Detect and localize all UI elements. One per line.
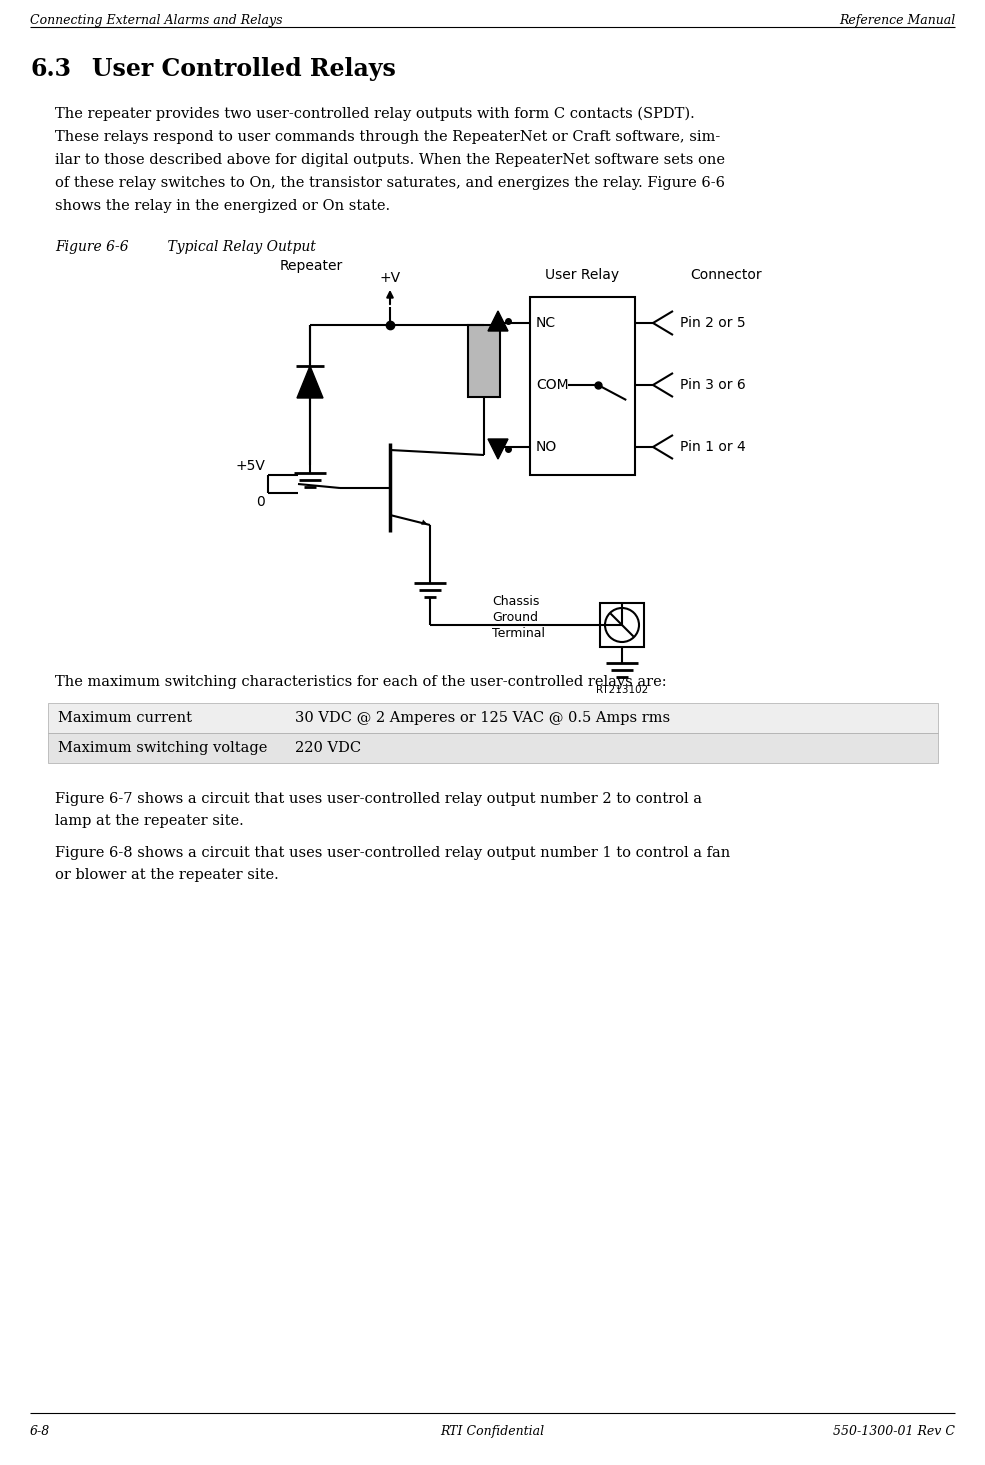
Text: Maximum switching voltage: Maximum switching voltage bbox=[58, 741, 267, 754]
Text: NO: NO bbox=[536, 440, 558, 454]
Text: NC: NC bbox=[536, 316, 557, 330]
Text: shows the relay in the energized or On state.: shows the relay in the energized or On s… bbox=[55, 199, 390, 212]
Text: Pin 3 or 6: Pin 3 or 6 bbox=[680, 378, 746, 393]
Text: These relays respond to user commands through the RepeaterNet or Craft software,: These relays respond to user commands th… bbox=[55, 130, 720, 144]
Text: Maximum current: Maximum current bbox=[58, 711, 192, 725]
Text: COM: COM bbox=[536, 378, 568, 393]
Bar bbox=[468, 325, 500, 397]
Text: RT213102: RT213102 bbox=[596, 686, 648, 694]
Text: Figure 6-7 shows a circuit that uses user-controlled relay output number 2 to co: Figure 6-7 shows a circuit that uses use… bbox=[55, 793, 702, 806]
Text: Repeater: Repeater bbox=[280, 259, 343, 272]
Bar bbox=[48, 703, 938, 732]
Text: The repeater provides two user-controlled relay outputs with form C contacts (SP: The repeater provides two user-controlle… bbox=[55, 107, 694, 122]
Text: The maximum switching characteristics for each of the user-controlled relays are: The maximum switching characteristics fo… bbox=[55, 675, 667, 689]
Text: User Relay: User Relay bbox=[546, 268, 620, 281]
Text: Pin 1 or 4: Pin 1 or 4 bbox=[680, 440, 746, 454]
Text: RTI Confidential: RTI Confidential bbox=[440, 1425, 544, 1439]
Polygon shape bbox=[488, 440, 508, 459]
Text: lamp at the repeater site.: lamp at the repeater site. bbox=[55, 815, 243, 828]
Polygon shape bbox=[488, 311, 508, 331]
Bar bbox=[600, 604, 644, 648]
Text: 550-1300-01 Rev C: 550-1300-01 Rev C bbox=[833, 1425, 955, 1439]
Text: Pin 2 or 5: Pin 2 or 5 bbox=[680, 316, 746, 330]
Text: +V: +V bbox=[379, 271, 401, 286]
Text: Figure 6-6: Figure 6-6 bbox=[55, 240, 129, 253]
Text: of these relay switches to On, the transistor saturates, and energizes the relay: of these relay switches to On, the trans… bbox=[55, 176, 725, 190]
Text: or blower at the repeater site.: or blower at the repeater site. bbox=[55, 867, 279, 882]
Text: Reference Manual: Reference Manual bbox=[839, 15, 955, 26]
Text: ilar to those described above for digital outputs. When the RepeaterNet software: ilar to those described above for digita… bbox=[55, 152, 725, 167]
Text: 6.3: 6.3 bbox=[30, 57, 71, 81]
Text: Connector: Connector bbox=[690, 268, 761, 281]
Text: User Controlled Relays: User Controlled Relays bbox=[92, 57, 396, 81]
Bar bbox=[48, 732, 938, 763]
Text: +5V: +5V bbox=[235, 459, 265, 473]
Text: Figure 6-8 shows a circuit that uses user-controlled relay output number 1 to co: Figure 6-8 shows a circuit that uses use… bbox=[55, 845, 730, 860]
Polygon shape bbox=[297, 366, 323, 398]
Text: 220 VDC: 220 VDC bbox=[295, 741, 361, 754]
Text: Connecting External Alarms and Relays: Connecting External Alarms and Relays bbox=[30, 15, 283, 26]
Text: 30 VDC @ 2 Amperes or 125 VAC @ 0.5 Amps rms: 30 VDC @ 2 Amperes or 125 VAC @ 0.5 Amps… bbox=[295, 711, 670, 725]
Text: Typical Relay Output: Typical Relay Output bbox=[150, 240, 316, 253]
Bar bbox=[530, 297, 635, 475]
Text: Chassis
Ground
Terminal: Chassis Ground Terminal bbox=[492, 595, 545, 640]
Text: 6-8: 6-8 bbox=[30, 1425, 50, 1439]
Text: 0: 0 bbox=[256, 495, 265, 508]
